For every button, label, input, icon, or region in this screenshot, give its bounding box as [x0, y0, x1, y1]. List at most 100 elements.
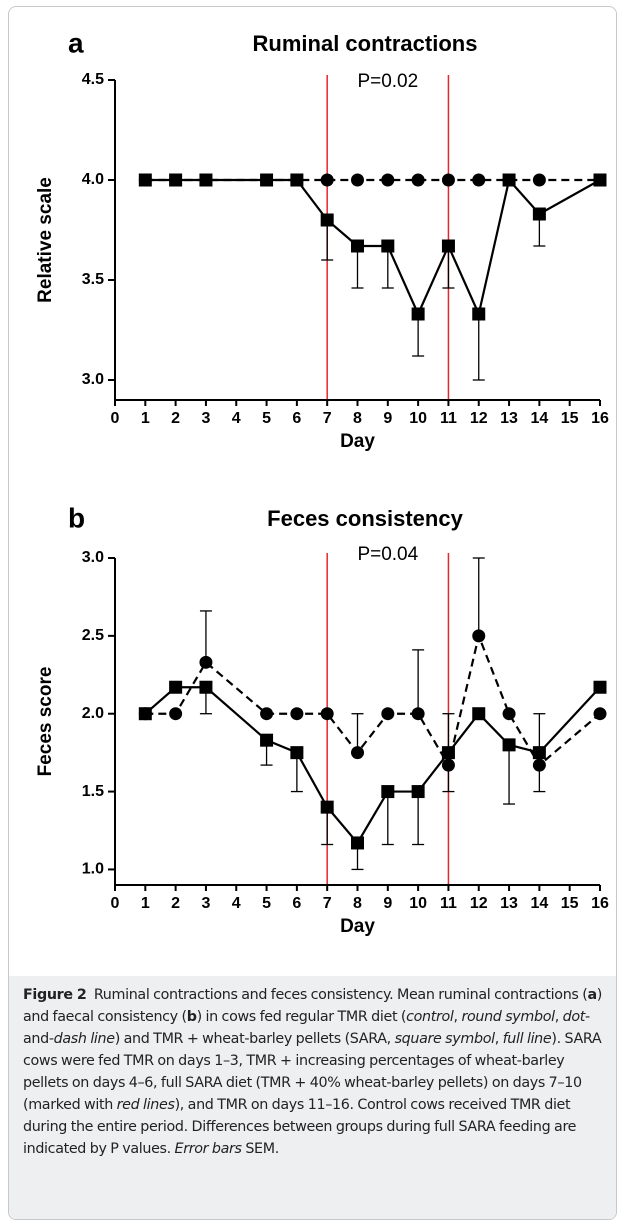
marker-square — [502, 738, 516, 752]
marker-circle — [381, 173, 395, 187]
error-bar — [381, 246, 394, 289]
caption-run: Figure 2 — [23, 987, 87, 1003]
series-line — [144, 686, 601, 845]
caption-run: -and- — [23, 1009, 590, 1047]
figure: a Ruminal contractions Relative scale Day P=… — [35, 27, 609, 937]
x-tick-label: 0 — [111, 895, 120, 912]
marker-circle — [502, 707, 516, 721]
panel-letter: b — [68, 502, 85, 533]
series-line — [145, 632, 601, 769]
caption-run: dash line — [53, 1031, 115, 1047]
marker-circle — [351, 173, 364, 187]
caption-run: full line — [502, 1031, 552, 1047]
x-tick-label: 0 — [111, 410, 120, 427]
marker-square — [472, 707, 486, 721]
x-tick-label: 10 — [409, 895, 427, 912]
x-axis-label: Day — [340, 431, 375, 452]
marker-square — [290, 173, 304, 187]
error-bar — [412, 649, 425, 714]
marker-circle — [411, 173, 425, 187]
error-bar — [412, 314, 425, 357]
caption-run: ) and faecal consistency ( — [23, 987, 606, 1025]
marker-square — [441, 239, 455, 253]
x-tick-label: 14 — [530, 410, 548, 427]
caption-run: b — [186, 1009, 197, 1025]
marker-square — [351, 239, 364, 253]
y-axis-label: Relative scale — [35, 177, 56, 303]
marker-circle — [381, 707, 395, 721]
marker-circle — [441, 758, 455, 772]
caption: Figure 2 Ruminal contractions and feces … — [9, 976, 616, 1219]
marker-square — [199, 680, 213, 694]
caption-run: SEM. — [241, 1141, 279, 1157]
marker-circle — [411, 707, 425, 721]
marker-square — [260, 733, 274, 747]
x-tick-label: 4 — [232, 895, 241, 912]
marker-circle — [169, 707, 183, 721]
marker-circle — [532, 758, 546, 772]
marker-circle — [199, 655, 213, 669]
marker-square — [138, 173, 152, 187]
caption-run: Ruminal contractions and feces consisten… — [86, 987, 588, 1003]
panel-letter: a — [68, 27, 84, 58]
caption-run: square symbol — [394, 1031, 496, 1047]
marker-square — [290, 746, 304, 760]
x-tick-label: 11 — [440, 410, 457, 427]
y-tick-label: 1.5 — [82, 783, 104, 800]
marker-square — [381, 785, 395, 799]
marker-square — [593, 680, 607, 694]
x-tick-label: 6 — [292, 895, 301, 912]
marker-square — [532, 746, 546, 760]
x-tick-label: 4 — [232, 410, 241, 427]
x-tick-label: 1 — [141, 410, 150, 427]
error-bar — [321, 220, 334, 261]
annotation: P=0.02 — [357, 71, 418, 92]
caption-run: round symbol — [461, 1009, 555, 1025]
x-tick-label: 3 — [201, 895, 210, 912]
series-line — [145, 177, 601, 318]
figure-frame — [8, 6, 617, 1220]
marker-square — [320, 800, 334, 814]
marker-square — [320, 213, 334, 227]
y-tick-label: 1.0 — [82, 861, 104, 878]
marker-circle — [260, 707, 274, 721]
x-tick-label: 1 — [141, 895, 150, 912]
error-bar — [381, 791, 394, 846]
error-bar — [472, 557, 485, 636]
x-tick-label: 5 — [262, 410, 271, 427]
x-tick-label: 12 — [470, 895, 488, 912]
x-tick-label: 9 — [383, 895, 392, 912]
x-tick-label: 9 — [383, 410, 392, 427]
x-tick-label: 7 — [323, 410, 332, 427]
x-tick-label: 13 — [500, 410, 518, 427]
error-bar — [503, 744, 516, 805]
marker-square — [138, 707, 152, 721]
marker-square — [260, 173, 274, 187]
error-bar — [351, 246, 364, 289]
y-tick-label: 2.0 — [82, 705, 104, 722]
caption-run: ) in cows fed regular TMR diet ( — [196, 1009, 407, 1025]
x-tick-label: 10 — [409, 410, 427, 427]
error-bar — [472, 314, 485, 381]
marker-square — [532, 207, 546, 221]
marker-circle — [320, 707, 334, 721]
marker-square — [169, 680, 183, 694]
caption-run: a — [587, 987, 597, 1003]
caption-run: , — [554, 1009, 563, 1025]
x-tick-label: 12 — [470, 410, 488, 427]
y-tick-label: 3.0 — [82, 371, 104, 388]
x-tick-label: 14 — [530, 895, 548, 912]
marker-square — [502, 173, 516, 187]
x-tick-label: 7 — [323, 895, 332, 912]
x-tick-label: 15 — [561, 410, 579, 427]
x-tick-label: 2 — [171, 895, 180, 912]
annotation: P=0.04 — [357, 544, 418, 565]
x-tick-label: 13 — [500, 895, 518, 912]
caption-run: ). SARA cows were fed TMR on days 1–3, T… — [23, 1031, 606, 1113]
caption-run: , — [494, 1031, 503, 1047]
caption-run: red lines — [116, 1097, 175, 1113]
y-tick-label: 4.0 — [82, 171, 104, 188]
marker-circle — [351, 746, 364, 760]
x-tick-label: 3 — [201, 410, 210, 427]
caption-run: , — [453, 1009, 462, 1025]
